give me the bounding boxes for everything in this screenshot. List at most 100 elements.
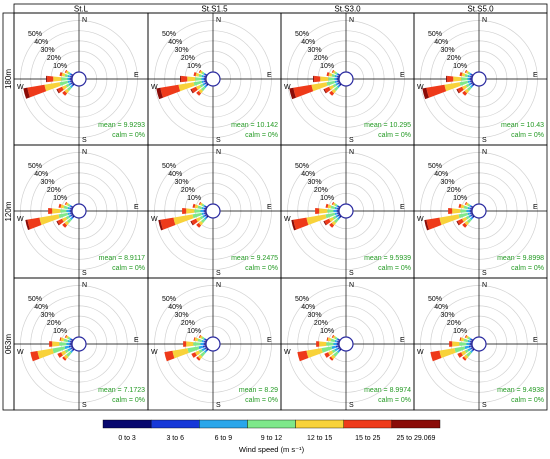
windrose-sector-bin (338, 82, 340, 84)
windrose-sector-bin (465, 335, 469, 339)
windrose-sector-bin (334, 74, 338, 78)
windrose-sector-bin (200, 351, 206, 357)
windrose-sector-bin (70, 350, 73, 353)
dir-label-e: E (267, 337, 272, 344)
legend-bin-label: 15 to 25 (355, 435, 380, 442)
mean-label: mean = 9.4938 (497, 387, 544, 394)
windrose-sector-bin (205, 74, 207, 76)
windrose-sector-bin (324, 352, 330, 358)
calm-label: calm = 0% (378, 397, 411, 404)
windrose-sector-bin (470, 214, 473, 217)
windrose-sector-bin (469, 204, 472, 208)
windrose-sector-bin (465, 83, 470, 88)
windrose-sector-bin (469, 212, 472, 215)
ring-label: 10% (320, 195, 334, 202)
dir-label-n: N (349, 149, 354, 156)
legend-swatch (343, 419, 393, 429)
windrose-sector-bin (60, 209, 67, 213)
windrose-sector-bin (67, 206, 71, 210)
windrose-sector-bin (337, 205, 340, 208)
windrose-sector-bin (203, 72, 206, 76)
windrose-sector-bin (203, 212, 206, 215)
windrose-sector-bin (65, 202, 69, 206)
windrose-sector-bin (336, 340, 339, 343)
windrose-sector-bin (63, 338, 69, 343)
ring-label: 20% (314, 55, 328, 62)
windrose-sector-bin (70, 347, 73, 350)
dir-label-e: E (533, 204, 538, 211)
windrose-sector-bin (52, 346, 66, 354)
windrose-sector-bin (328, 77, 335, 81)
windrose-sector-bin (337, 85, 340, 88)
ring-label: 20% (181, 187, 195, 194)
windrose-sector-bin (459, 80, 469, 86)
windrose-sector-bin (331, 201, 335, 205)
dir-label-n: N (349, 282, 354, 289)
windrose-sector-bin (173, 214, 194, 226)
windrose-sector-bin (204, 343, 206, 345)
ring-label: 40% (34, 304, 48, 311)
windrose-sector-bin (424, 219, 429, 231)
windrose-sector-bin (321, 346, 333, 353)
windrose-sector-bin (458, 212, 469, 219)
windrose-sector-bin (201, 347, 206, 352)
windrose-sector-bin (464, 220, 470, 226)
legend-swatch (102, 419, 152, 429)
windrose-sector-bin (467, 206, 471, 210)
windrose-sector-bin (204, 205, 207, 208)
windrose-sector-bin (334, 336, 338, 340)
windrose-sector-bin (198, 88, 204, 94)
mean-label: mean = 10.295 (364, 122, 411, 129)
calm-hub (471, 336, 487, 352)
windrose-sector-bin (315, 208, 320, 214)
windrose-sector-bin (164, 350, 175, 362)
windrose-sector-bin (337, 343, 339, 345)
windrose-sector-bin (337, 214, 340, 217)
dir-label-n: N (82, 17, 87, 24)
windrose-sector-bin (192, 212, 203, 219)
windrose-sector-bin (460, 337, 465, 342)
windrose-sector-bin (336, 210, 338, 212)
windrose-sector-bin (57, 86, 64, 93)
windrose-sector-bin (464, 73, 469, 78)
windrose-sector-bin (196, 356, 201, 361)
ring-label: 30% (175, 47, 189, 54)
windrose-sector-bin (197, 205, 203, 210)
windrose-sector-bin (335, 82, 339, 86)
windrose-sector-bin (336, 80, 339, 83)
dir-label-n: N (216, 17, 221, 24)
windrose-sector-bin (468, 214, 472, 218)
windrose-sector-bin (196, 90, 202, 96)
windrose-sector-bin (320, 76, 329, 82)
calm-hub (471, 203, 487, 219)
calm-hub (338, 336, 354, 352)
windrose-sector-bin (202, 82, 206, 86)
windrose-sector-bin (64, 69, 68, 73)
windrose-sector-bin (334, 212, 338, 216)
legend-swatch (295, 419, 344, 429)
windrose-sector-bin (204, 82, 207, 85)
windrose-sector-bin (44, 82, 61, 92)
windrose-sector-bin (426, 84, 447, 98)
windrose-sector-bin (187, 76, 196, 82)
mean-label: mean = 9.8998 (497, 255, 544, 262)
windrose-sector-bin (201, 74, 205, 78)
windrose-sector-bin (329, 356, 334, 361)
windrose-sector-bin (64, 220, 70, 226)
windrose-sector-bin (71, 339, 73, 341)
windrose-sector-bin (178, 82, 195, 92)
windrose-sector-bin (461, 72, 466, 77)
calm-label: calm = 0% (378, 265, 411, 272)
windrose-sector-bin (197, 338, 203, 343)
windrose-sector-bin (204, 338, 207, 341)
ring-label: 10% (53, 63, 67, 70)
windrose-sector-bin (469, 210, 471, 212)
windrose-sector-bin (336, 78, 338, 80)
windrose-sector-bin (472, 348, 475, 351)
windrose-sector-bin (201, 203, 205, 207)
windrose-sector-bin (201, 77, 204, 81)
windrose-sector-bin (469, 343, 471, 345)
panel-plot-area: 50%40%30%20%10% N E S W (414, 13, 547, 145)
windrose-sector-bin (329, 222, 335, 228)
column-title: St.S3.0 (334, 5, 361, 14)
